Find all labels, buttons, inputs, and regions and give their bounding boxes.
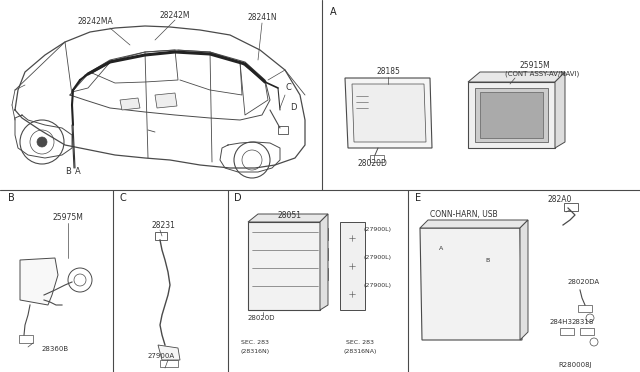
Text: R280008J: R280008J — [558, 362, 592, 368]
Text: 28242M: 28242M — [160, 10, 190, 19]
Bar — [405, 122, 412, 130]
Bar — [320, 268, 328, 280]
Text: C: C — [286, 83, 292, 93]
Polygon shape — [420, 228, 522, 340]
Text: CONN-HARN, USB: CONN-HARN, USB — [430, 211, 498, 219]
Bar — [358, 90, 413, 118]
Bar — [580, 328, 594, 335]
Text: 28231: 28231 — [152, 221, 176, 230]
Text: 27900A: 27900A — [148, 353, 175, 359]
Text: 25915M: 25915M — [520, 61, 551, 70]
Text: 28360B: 28360B — [42, 346, 69, 352]
Text: 28051: 28051 — [278, 211, 302, 219]
Polygon shape — [20, 258, 58, 305]
Text: A: A — [439, 246, 443, 250]
Bar — [360, 122, 367, 130]
Text: (CONT ASSY-AV/NAVI): (CONT ASSY-AV/NAVI) — [505, 71, 579, 77]
Polygon shape — [340, 222, 365, 310]
Polygon shape — [248, 222, 320, 310]
Bar — [560, 328, 574, 335]
Polygon shape — [468, 72, 565, 82]
Text: (27900L): (27900L) — [363, 283, 391, 289]
Polygon shape — [345, 78, 432, 148]
Text: B: B — [486, 257, 490, 263]
Text: A: A — [75, 167, 81, 176]
Text: (27900L): (27900L) — [363, 256, 391, 260]
Text: 28020D: 28020D — [358, 158, 388, 167]
Bar — [278, 126, 288, 134]
Bar — [396, 122, 403, 130]
Circle shape — [37, 137, 47, 147]
Text: D: D — [290, 103, 296, 112]
Text: 25975M: 25975M — [52, 214, 83, 222]
Bar — [426, 234, 456, 289]
Text: 284H3: 284H3 — [550, 319, 573, 325]
Polygon shape — [155, 93, 177, 108]
Polygon shape — [480, 92, 543, 138]
Polygon shape — [120, 98, 140, 110]
Bar — [369, 122, 376, 130]
Polygon shape — [158, 345, 180, 360]
Text: (27900L): (27900L) — [363, 228, 391, 232]
Text: E: E — [415, 193, 421, 203]
Bar — [370, 155, 384, 162]
Text: 28241N: 28241N — [247, 13, 277, 22]
Polygon shape — [555, 72, 565, 148]
Text: SEC. 283: SEC. 283 — [346, 340, 374, 344]
Text: 28242MA: 28242MA — [77, 17, 113, 26]
Polygon shape — [320, 214, 328, 310]
Polygon shape — [248, 214, 328, 222]
Polygon shape — [468, 82, 555, 148]
Polygon shape — [475, 88, 548, 142]
Bar — [155, 232, 167, 240]
Text: 28020DA: 28020DA — [568, 279, 600, 285]
Bar — [22, 265, 44, 285]
Text: 28185: 28185 — [376, 67, 400, 77]
Text: B: B — [8, 193, 15, 203]
Polygon shape — [420, 220, 528, 228]
Text: A: A — [330, 7, 337, 17]
Text: 282A0: 282A0 — [548, 196, 572, 205]
Bar — [578, 305, 592, 312]
Text: 28020D: 28020D — [248, 315, 275, 321]
Text: C: C — [120, 193, 127, 203]
Text: 28318: 28318 — [572, 319, 595, 325]
Bar — [462, 234, 514, 334]
Text: SEC. 283: SEC. 283 — [241, 340, 269, 344]
Bar — [564, 203, 578, 211]
Polygon shape — [352, 84, 426, 142]
Text: (28316N): (28316N) — [241, 350, 269, 355]
Bar — [320, 228, 328, 240]
Bar — [320, 248, 328, 260]
Polygon shape — [520, 220, 528, 340]
Bar — [160, 360, 178, 367]
Bar — [19, 335, 33, 343]
Text: B: B — [65, 167, 71, 176]
Bar — [387, 122, 394, 130]
Text: D: D — [234, 193, 242, 203]
Text: (28316NA): (28316NA) — [343, 350, 377, 355]
Bar — [378, 122, 385, 130]
